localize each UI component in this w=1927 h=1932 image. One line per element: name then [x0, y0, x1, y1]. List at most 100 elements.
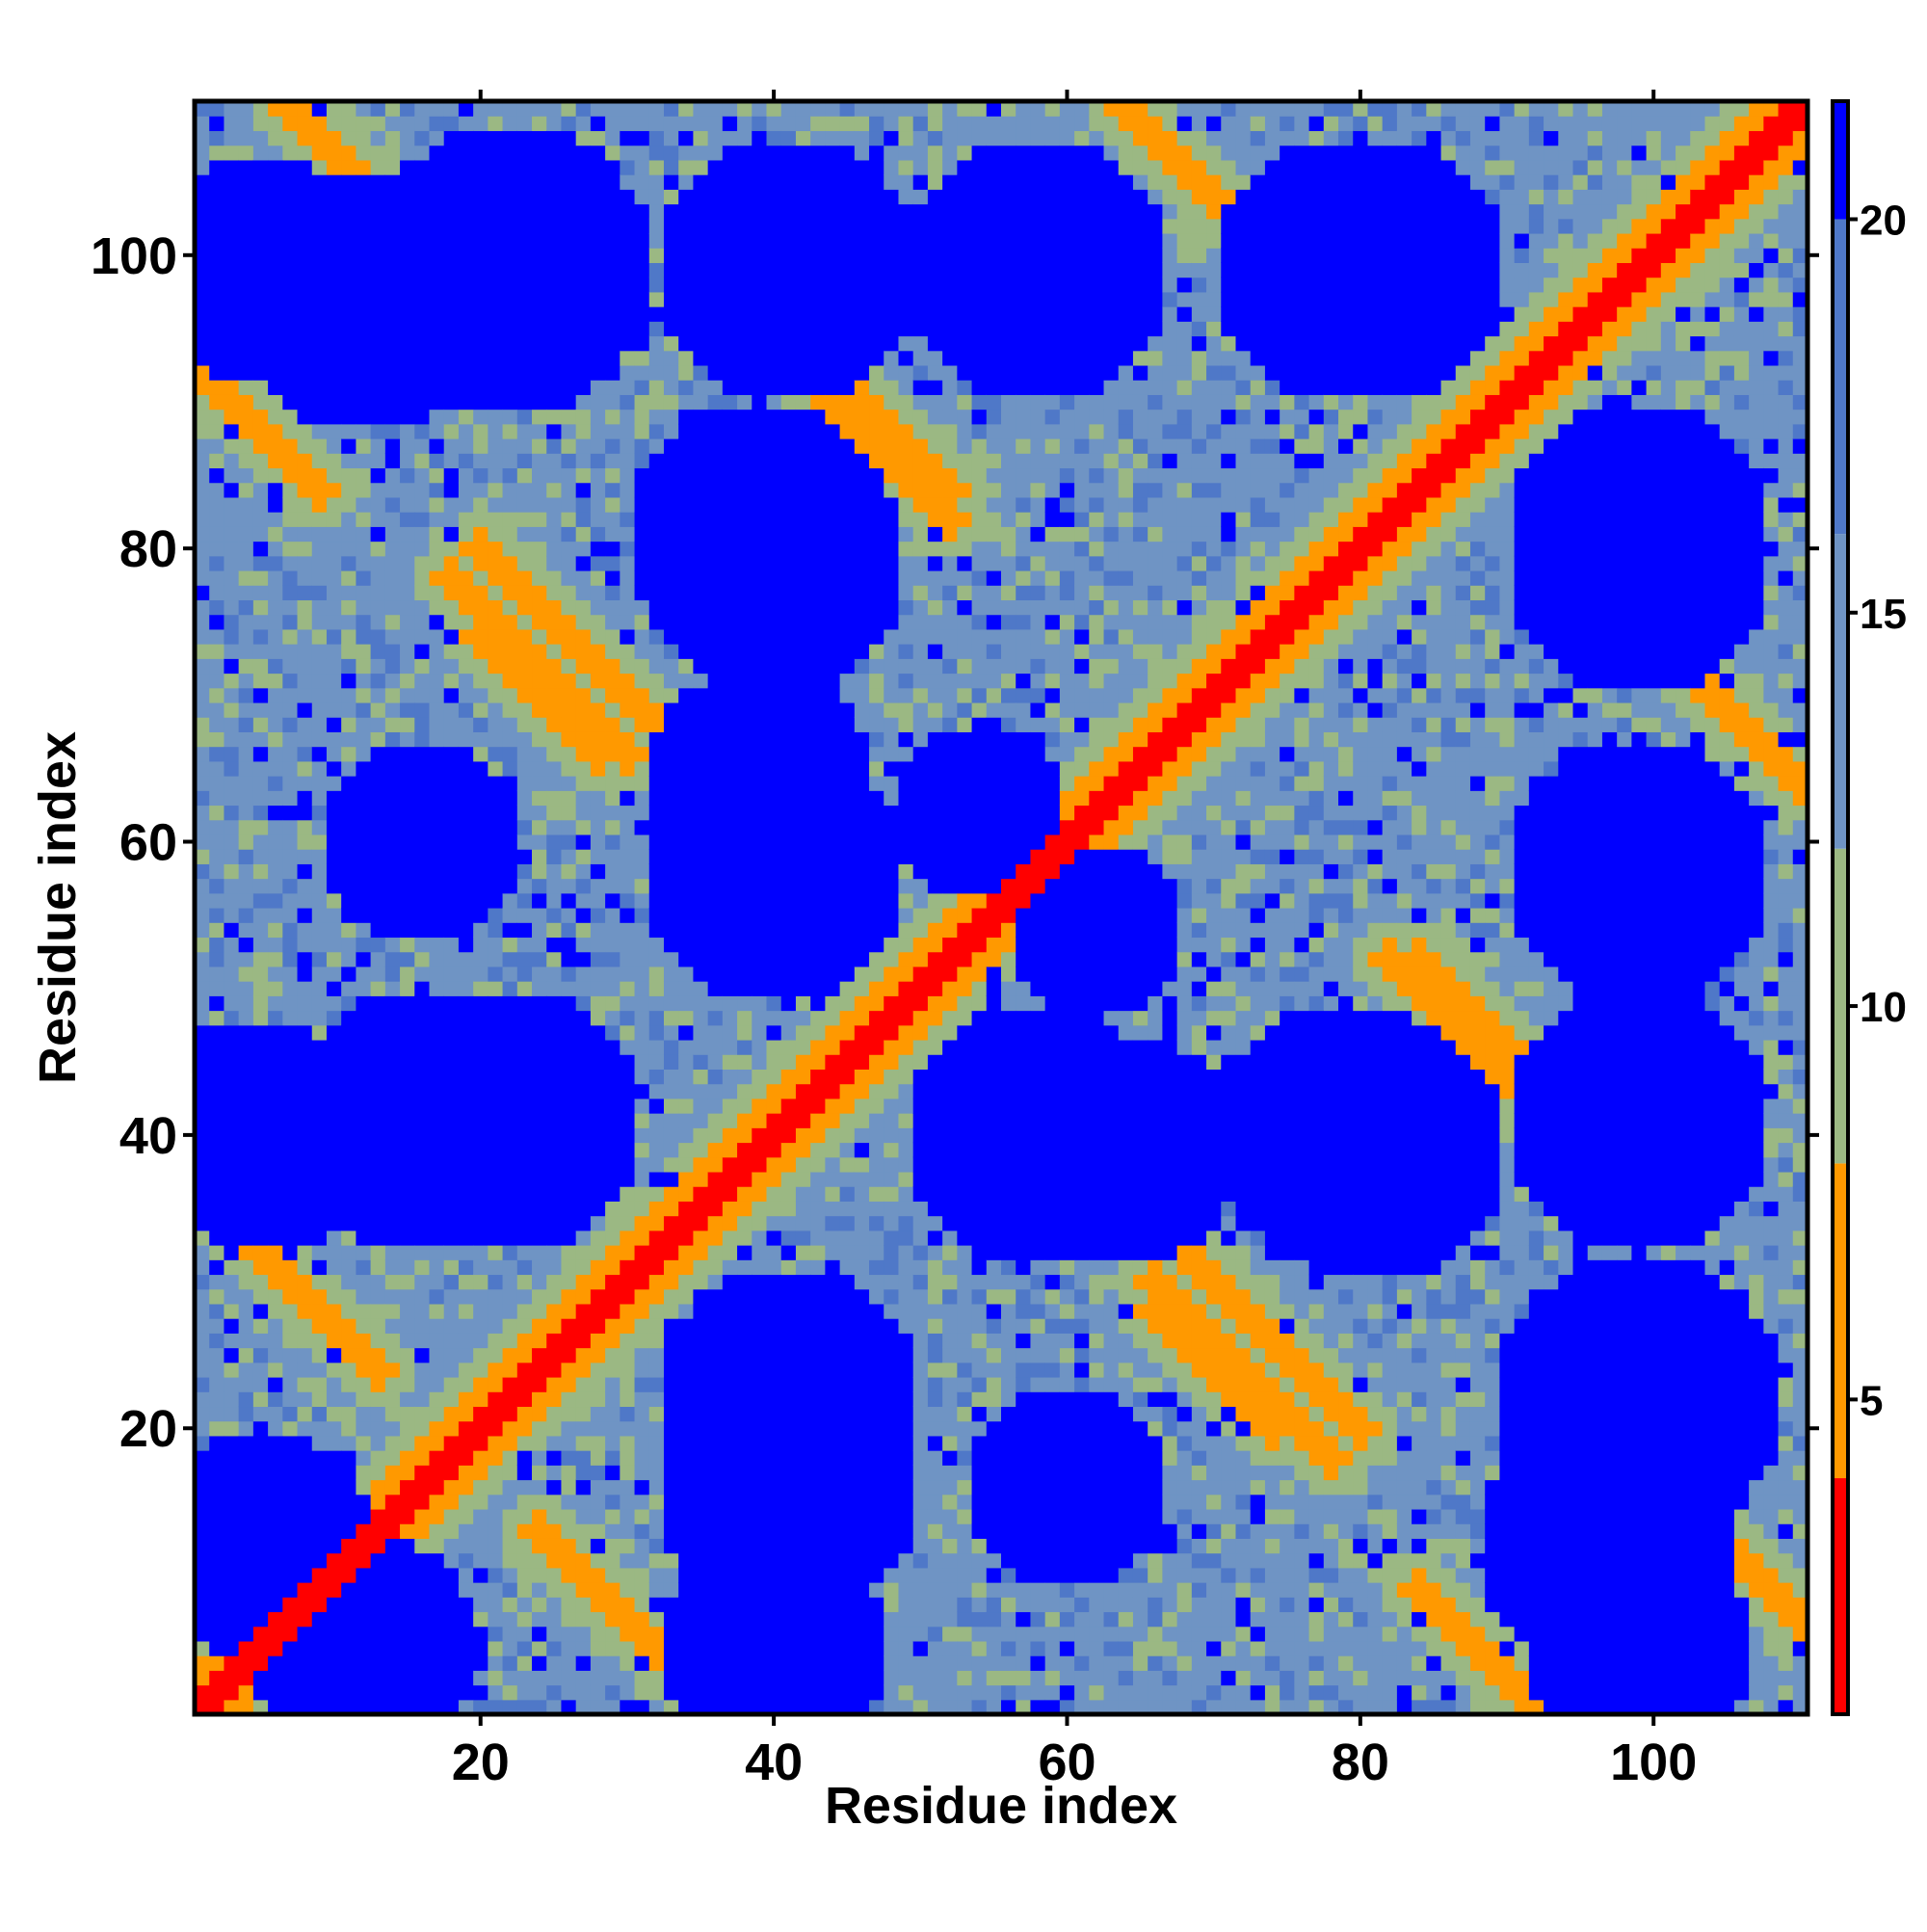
heatmap-cell	[722, 1201, 738, 1217]
heatmap-cell	[282, 599, 299, 616]
heatmap-cell	[752, 776, 768, 791]
heatmap-cell	[532, 908, 547, 923]
heatmap-cell	[752, 1538, 768, 1554]
heatmap-cell	[488, 1670, 504, 1686]
heatmap-cell	[839, 760, 856, 777]
heatmap-cell	[575, 1450, 592, 1466]
heatmap-cell	[752, 364, 768, 381]
heatmap-cell	[575, 1479, 592, 1495]
heatmap-cell	[795, 658, 811, 675]
heatmap-cell	[502, 1465, 518, 1481]
heatmap-cell	[561, 717, 577, 732]
heatmap-cell	[370, 101, 386, 117]
heatmap-cell	[195, 585, 210, 601]
heatmap-cell	[795, 937, 811, 953]
heatmap-cell	[780, 701, 797, 718]
heatmap-cell	[473, 1127, 488, 1144]
heatmap-cell	[678, 951, 695, 967]
heatmap-cell	[429, 1186, 445, 1202]
heatmap-cell	[282, 1479, 299, 1495]
heatmap-cell	[605, 1450, 620, 1466]
heatmap-cell	[311, 482, 328, 498]
heatmap-cell	[678, 1303, 695, 1319]
heatmap-cell	[825, 1083, 841, 1099]
heatmap-cell	[209, 1186, 225, 1202]
heatmap-cell	[737, 1113, 752, 1128]
heatmap-cell	[795, 496, 811, 513]
heatmap-cell	[766, 569, 782, 586]
heatmap-cell	[252, 717, 269, 732]
heatmap-cell	[590, 1597, 606, 1613]
heatmap-cell	[678, 321, 695, 337]
heatmap-cell	[252, 1450, 269, 1466]
heatmap-cell	[532, 1640, 547, 1656]
heatmap-cell	[561, 130, 577, 146]
heatmap-cell	[209, 1303, 225, 1319]
heatmap-cell	[224, 541, 240, 557]
heatmap-cell	[341, 1567, 356, 1583]
heatmap-cell	[605, 1552, 620, 1569]
heatmap-cell	[297, 585, 313, 601]
heatmap-cell	[488, 599, 504, 616]
heatmap-cell	[473, 321, 488, 337]
heatmap-cell	[238, 203, 254, 220]
heatmap-cell	[326, 1333, 342, 1349]
heatmap-cell	[722, 1362, 738, 1378]
heatmap-cell	[473, 805, 488, 821]
heatmap-cell	[561, 1113, 577, 1128]
heatmap-cell	[224, 1626, 240, 1642]
heatmap-cell	[282, 937, 299, 953]
heatmap-cell	[224, 790, 240, 807]
heatmap-cell	[297, 1083, 313, 1099]
heatmap-cell	[516, 189, 533, 205]
heatmap-cell	[678, 776, 695, 791]
heatmap-cell	[516, 1699, 533, 1715]
heatmap-cell	[678, 1640, 695, 1656]
heatmap-cell	[209, 116, 225, 132]
heatmap-cell	[326, 687, 342, 703]
heatmap-cell	[795, 746, 811, 762]
heatmap-cell	[458, 335, 474, 352]
heatmap-cell	[634, 1567, 650, 1583]
heatmap-cell	[414, 1039, 431, 1055]
heatmap-cell	[839, 467, 856, 484]
heatmap-cell	[737, 380, 752, 395]
heatmap-cell	[620, 614, 636, 630]
heatmap-cell	[678, 731, 695, 748]
heatmap-cell	[224, 599, 240, 616]
heatmap-cell	[752, 834, 768, 850]
heatmap-cell	[384, 701, 401, 718]
heatmap-cell	[839, 805, 856, 821]
heatmap-cell	[209, 1362, 225, 1378]
heatmap-cell	[752, 1640, 768, 1656]
heatmap-cell	[341, 1127, 356, 1144]
heatmap-cell	[737, 819, 752, 835]
heatmap-cell	[722, 995, 738, 1012]
heatmap-cell	[590, 981, 606, 996]
heatmap-cell	[722, 1245, 738, 1260]
heatmap-cell	[429, 805, 445, 821]
heatmap-cell	[678, 1288, 695, 1305]
heatmap-cell	[678, 203, 695, 220]
heatmap-cell	[414, 1347, 431, 1363]
heatmap-cell	[238, 1450, 254, 1466]
heatmap-cell	[678, 892, 695, 909]
heatmap-cell	[356, 453, 372, 469]
heatmap-cell	[795, 849, 811, 864]
heatmap-cell	[414, 541, 431, 557]
heatmap-cell	[224, 746, 240, 762]
heatmap-cell	[297, 1171, 313, 1187]
heatmap-cell	[238, 1582, 254, 1598]
heatmap-cell	[825, 130, 841, 146]
heatmap-cell	[311, 1391, 328, 1408]
heatmap-cell	[516, 569, 533, 586]
heatmap-cell	[282, 232, 299, 249]
heatmap-cell	[766, 1538, 782, 1554]
heatmap-cell	[707, 1069, 724, 1085]
heatmap-cell	[634, 614, 650, 630]
heatmap-cell	[297, 922, 313, 939]
heatmap-cell	[693, 335, 709, 352]
heatmap-cell	[473, 937, 488, 953]
heatmap-cell	[297, 849, 313, 864]
heatmap-cell	[252, 232, 269, 249]
